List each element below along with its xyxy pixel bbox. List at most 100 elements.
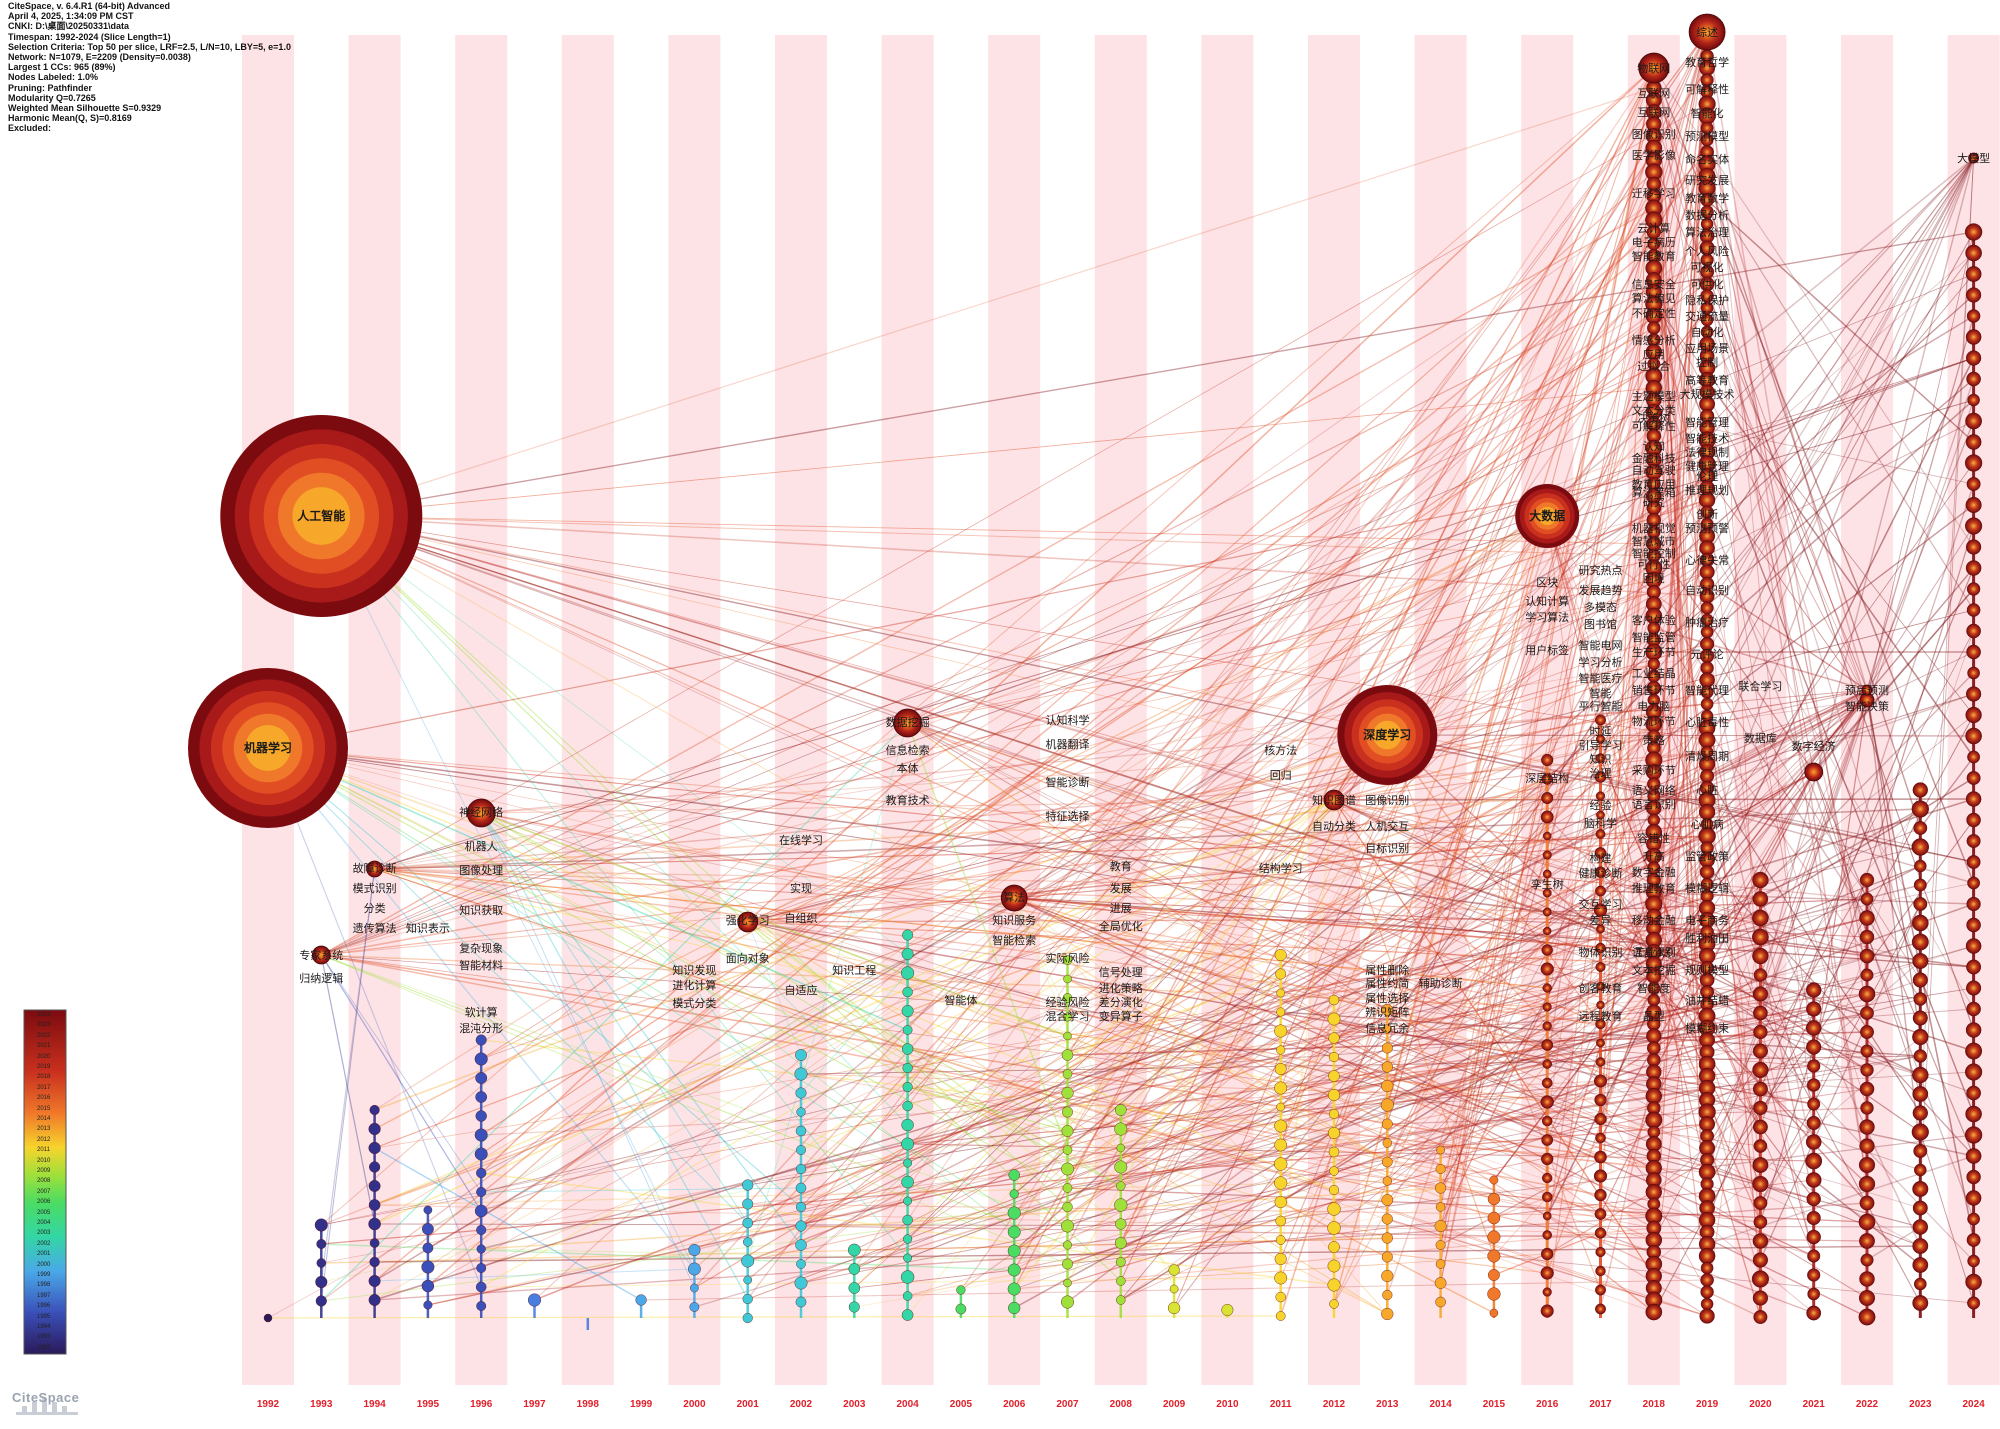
keyword-node bbox=[1753, 1024, 1768, 1040]
edge bbox=[1067, 1149, 1761, 1223]
keyword-node bbox=[315, 1295, 327, 1307]
edge bbox=[1600, 399, 1655, 1120]
edge bbox=[321, 515, 908, 955]
keyword-label: 自动分类 bbox=[1312, 819, 1356, 833]
keyword-node bbox=[1806, 1039, 1822, 1055]
keyword-label: 智能度 bbox=[1637, 981, 1670, 995]
edge bbox=[1653, 703, 1708, 1157]
keyword-node bbox=[1966, 309, 1981, 323]
edge bbox=[1600, 890, 1974, 905]
edge bbox=[321, 87, 1654, 517]
keyword-label: 深度学习 bbox=[1363, 727, 1411, 742]
keyword-node bbox=[1860, 1063, 1874, 1077]
edge bbox=[320, 515, 909, 1126]
edge bbox=[321, 515, 1814, 1029]
legend-year: 2019 bbox=[37, 1064, 51, 1070]
keyword-node bbox=[476, 1186, 487, 1198]
keyword-node bbox=[795, 1220, 807, 1232]
edge bbox=[481, 812, 1814, 1257]
edge bbox=[320, 271, 1708, 1302]
keyword-label: 综述 bbox=[1696, 25, 1718, 39]
edge bbox=[480, 812, 1495, 1200]
keyword-node bbox=[796, 1259, 806, 1269]
year-label: 2022 bbox=[1856, 1399, 1879, 1410]
edge bbox=[1546, 31, 1708, 1065]
edge bbox=[1013, 947, 1601, 1271]
edge bbox=[1653, 727, 1708, 929]
legend-year: 2012 bbox=[37, 1136, 51, 1143]
edge bbox=[1706, 693, 1974, 777]
keyword-label: 主题模型 bbox=[1632, 389, 1676, 403]
keyword-node bbox=[421, 1223, 434, 1235]
keyword-label: 数字金融 bbox=[1632, 865, 1676, 879]
edge bbox=[1653, 31, 1708, 845]
legend-year: 2003 bbox=[37, 1230, 51, 1237]
keyword-node bbox=[1329, 1166, 1339, 1176]
edge bbox=[1706, 157, 1975, 585]
year-label: 2001 bbox=[737, 1399, 760, 1410]
edge bbox=[1439, 31, 1708, 1284]
keyword-node bbox=[1487, 1230, 1501, 1244]
info-line: Timespan: 1992-2024 (Slice Length=1) bbox=[8, 31, 171, 42]
keyword-node bbox=[1116, 1181, 1126, 1191]
keyword-node bbox=[1858, 1213, 1876, 1231]
keyword-node bbox=[1594, 1093, 1607, 1107]
keyword-label: 语音识别 bbox=[1632, 945, 1676, 959]
edge bbox=[480, 812, 695, 1289]
keyword-label: 属性选择 bbox=[1365, 991, 1409, 1005]
keyword-node bbox=[1911, 933, 1929, 951]
legend-year: 1995 bbox=[37, 1313, 51, 1320]
year-label: 2013 bbox=[1376, 1399, 1399, 1410]
legend-year: 2007 bbox=[37, 1188, 51, 1195]
keyword-label: 策略 bbox=[1643, 733, 1665, 747]
edge bbox=[1546, 439, 1708, 932]
edge bbox=[1280, 689, 1868, 1127]
keyword-label: 清燥周期 bbox=[1685, 750, 1729, 763]
keyword-node bbox=[1912, 1028, 1929, 1046]
keyword-node bbox=[1805, 1134, 1822, 1150]
keyword-node bbox=[1859, 872, 1875, 888]
keyword-node bbox=[1542, 1059, 1553, 1069]
edge bbox=[321, 515, 1814, 1219]
edge bbox=[267, 1315, 1281, 1319]
keyword-node bbox=[1542, 888, 1552, 898]
keyword-node bbox=[1594, 1188, 1607, 1202]
edge bbox=[1653, 279, 1708, 561]
keyword-node bbox=[742, 1293, 753, 1305]
edge bbox=[907, 31, 1708, 1221]
edge bbox=[800, 972, 908, 1094]
keyword-label: 自动识别 bbox=[1685, 584, 1729, 597]
keyword-label: 遗传算法 bbox=[353, 921, 397, 935]
keyword-node bbox=[902, 1100, 913, 1112]
edge bbox=[747, 722, 909, 1262]
legend-year: 2001 bbox=[37, 1251, 51, 1258]
edge bbox=[1387, 1107, 1868, 1125]
keyword-node bbox=[1966, 644, 1981, 660]
edge bbox=[1014, 979, 1921, 1290]
keyword-node bbox=[1698, 1247, 1716, 1265]
keyword-node bbox=[1595, 1246, 1606, 1258]
keyword-label: 分类 bbox=[364, 901, 386, 915]
legend-year: 1993 bbox=[37, 1334, 51, 1341]
edge bbox=[374, 868, 1654, 1133]
edge bbox=[1333, 515, 1548, 1305]
keyword-label: 复杂现象 bbox=[459, 941, 503, 955]
keyword-node bbox=[1541, 1152, 1554, 1166]
info-line: Weighted Mean Silhouette S=0.9329 bbox=[8, 103, 162, 114]
keyword-node bbox=[1275, 1311, 1286, 1321]
edge bbox=[1813, 699, 1868, 1067]
edge bbox=[1280, 375, 1655, 1279]
edge bbox=[1759, 699, 1868, 976]
keyword-label: 目标识别 bbox=[1365, 841, 1409, 855]
edge bbox=[321, 231, 1974, 517]
edge bbox=[1706, 689, 1868, 777]
keyword-node bbox=[368, 1122, 381, 1136]
keyword-label: 进展 bbox=[1110, 902, 1132, 915]
edge bbox=[1173, 31, 1708, 1309]
edge bbox=[800, 535, 1708, 1265]
keyword-node bbox=[1595, 1132, 1606, 1144]
edge bbox=[907, 1065, 1814, 1145]
keyword-label: 决策树 bbox=[1637, 411, 1670, 425]
year-label: 2006 bbox=[1003, 1399, 1026, 1410]
edge bbox=[481, 619, 1708, 1060]
